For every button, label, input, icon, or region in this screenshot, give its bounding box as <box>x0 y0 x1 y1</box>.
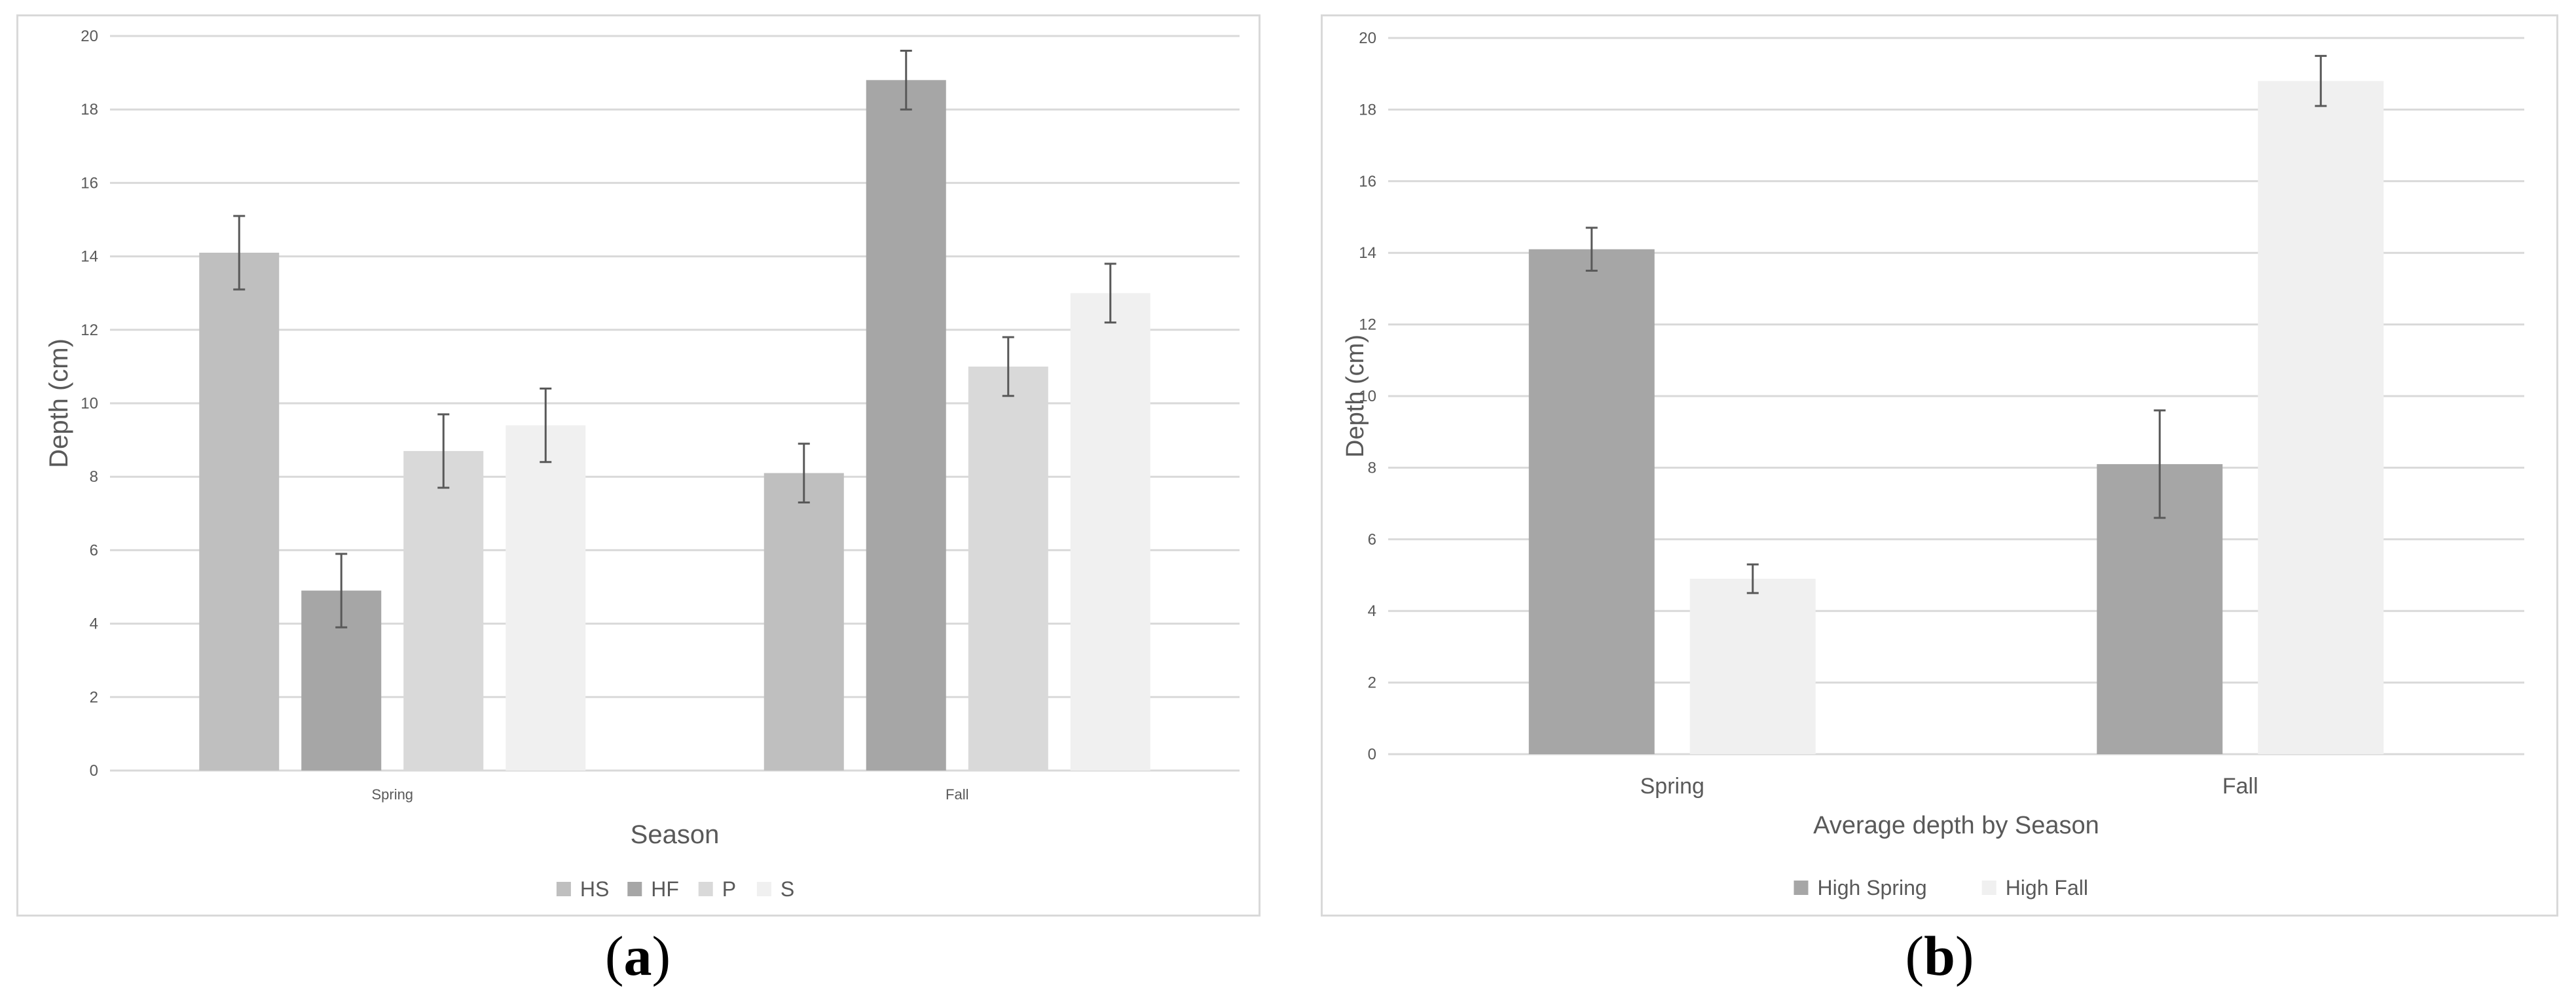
chart-a-y-tick-label: 16 <box>81 174 98 192</box>
chart-a-y-tick-label: 18 <box>81 101 98 118</box>
chart-b-y-tick-label: 6 <box>1368 531 1376 549</box>
chart-a-x-axis-title: Season <box>631 820 720 849</box>
chart-b-y-tick-label: 14 <box>1359 244 1376 262</box>
chart-a-y-tick-label: 12 <box>81 321 98 339</box>
chart-b-y-tick-label: 20 <box>1359 29 1376 47</box>
chart-b-bar-high-fall-spring <box>1689 578 1816 754</box>
chart-a-y-tick-label: 6 <box>90 541 98 559</box>
chart-b-bar-high-fall-fall <box>2258 81 2384 754</box>
chart-a-legend-swatch <box>627 882 642 896</box>
chart-a-y-axis-title: Depth (cm) <box>45 338 73 468</box>
chart-b-legend-swatch <box>1794 881 1809 895</box>
chart-b-legend-swatch <box>1981 881 1996 895</box>
chart-a-bar-hs-fall <box>764 473 844 771</box>
chart-a-x-tick-label: Fall <box>946 786 968 803</box>
chart-b-svg: 0 2 4 6 8 10 12 14 16 18 20 Depth (cm) Spring Fall Ave… <box>1342 29 2524 900</box>
chart-b-y-axis-title: Depth (cm) <box>1342 335 1369 458</box>
chart-a-svg: 0 2 4 6 8 10 12 14 16 18 20 Depth (cm) Spring Fall Sea… <box>45 27 1240 901</box>
chart-a-legend-label: S <box>781 877 794 901</box>
chart-a-legend-swatch <box>756 882 771 896</box>
chart-b-y-tick-label: 4 <box>1368 602 1376 620</box>
chart-a-y-tick-label: 10 <box>81 395 98 412</box>
chart-a-bar-s-fall <box>1070 293 1150 771</box>
chart-a-bar-s-spring <box>506 425 586 771</box>
chart-a-legend-label: HF <box>651 877 679 901</box>
chart-b-y-tick-label: 0 <box>1368 746 1376 763</box>
chart-b-y-tick-label: 8 <box>1368 459 1376 477</box>
chart-a-bar-p-fall <box>968 366 1048 771</box>
chart-a-y-tick-label: 8 <box>90 468 98 486</box>
chart-a-legend-swatch <box>556 882 571 896</box>
chart-a-y-tick-label: 4 <box>90 615 98 633</box>
chart-a-bar-p-spring <box>403 450 484 771</box>
chart-b-y-tick-label: 10 <box>1359 388 1376 405</box>
caption-b-letter: b <box>1924 924 1955 987</box>
caption-b: (b) <box>1905 924 1974 987</box>
chart-panel-a: 0 2 4 6 8 10 12 14 16 18 20 Depth (cm) Spring Fall Sea… <box>16 14 1260 917</box>
chart-b-x-tick-label: Fall <box>2222 774 2258 799</box>
chart-a-y-tick-label: 0 <box>90 762 98 780</box>
caption-a-letter: a <box>623 924 652 987</box>
chart-b-legend-label: High Fall <box>2006 876 2088 900</box>
chart-panel-b: 0 2 4 6 8 10 12 14 16 18 20 Depth (cm) Spring Fall Ave… <box>1321 14 2558 917</box>
chart-a-bar-hf-fall <box>866 80 946 771</box>
chart-b-x-tick-label: Spring <box>1640 774 1704 799</box>
chart-a-bar-hs-spring <box>199 252 280 771</box>
caption-a: (a) <box>604 924 671 987</box>
chart-a-legend-label: P <box>722 877 736 901</box>
chart-b-y-tick-label: 18 <box>1359 101 1376 118</box>
chart-b-y-tick-label: 16 <box>1359 173 1376 191</box>
chart-b-y-tick-label: 2 <box>1368 674 1376 692</box>
chart-b-y-tick-label: 12 <box>1359 316 1376 334</box>
chart-b-x-axis-title: Average depth by Season <box>1813 812 2099 839</box>
chart-b-bar-high-spring-spring <box>1528 249 1655 755</box>
chart-a-y-tick-label: 20 <box>81 27 98 45</box>
chart-a-legend-swatch <box>698 882 713 896</box>
chart-a-legend-label: HS <box>580 877 609 901</box>
chart-a-y-tick-label: 2 <box>90 689 98 706</box>
chart-a-x-tick-label: Spring <box>371 786 413 803</box>
chart-b-legend-label: High Spring <box>1818 876 1927 900</box>
chart-a-y-tick-label: 14 <box>81 248 98 266</box>
